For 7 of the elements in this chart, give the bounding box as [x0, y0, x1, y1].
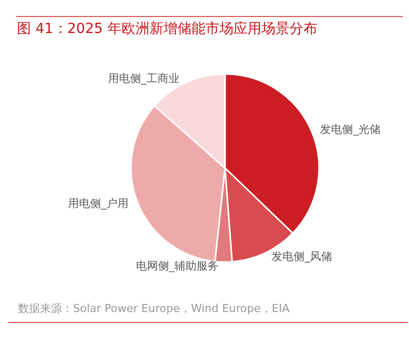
chart-title: 图 41：2025 年欧洲新增储能市场应用场景分布: [17, 20, 318, 38]
slice-label: 发电侧_风储: [272, 250, 332, 264]
source-note: 数据来源：Solar Power Europe，Wind Europe，EIA: [18, 301, 290, 316]
slice-label: 用电侧_工商业: [108, 72, 180, 86]
slice-label: 用电侧_户用: [68, 197, 129, 210]
slice-label: 电网侧_辅助服务: [136, 259, 218, 272]
slice-label: 发电侧_光储: [320, 123, 381, 136]
